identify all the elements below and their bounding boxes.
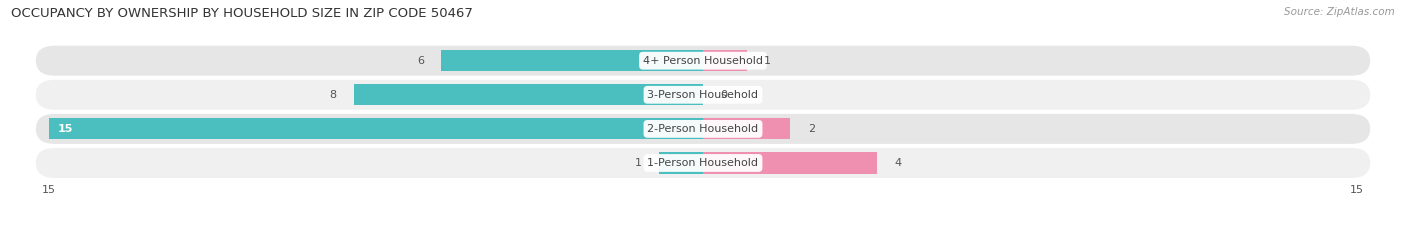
Text: 4+ Person Household: 4+ Person Household — [643, 56, 763, 66]
Bar — [703, 152, 877, 174]
Text: 1: 1 — [636, 158, 643, 168]
Bar — [354, 84, 703, 105]
Text: 0: 0 — [720, 90, 727, 100]
Legend: Owner-occupied, Renter-occupied: Owner-occupied, Renter-occupied — [579, 230, 827, 233]
Bar — [703, 118, 790, 140]
FancyBboxPatch shape — [37, 46, 1369, 76]
FancyBboxPatch shape — [37, 148, 1369, 178]
Text: Source: ZipAtlas.com: Source: ZipAtlas.com — [1284, 7, 1395, 17]
Text: 4: 4 — [894, 158, 903, 168]
Text: 8: 8 — [329, 90, 336, 100]
Bar — [703, 50, 747, 71]
Text: OCCUPANCY BY OWNERSHIP BY HOUSEHOLD SIZE IN ZIP CODE 50467: OCCUPANCY BY OWNERSHIP BY HOUSEHOLD SIZE… — [11, 7, 474, 20]
Text: 1-Person Household: 1-Person Household — [648, 158, 758, 168]
Text: 2: 2 — [807, 124, 814, 134]
Text: 6: 6 — [418, 56, 425, 66]
Text: 1: 1 — [763, 56, 770, 66]
Text: 15: 15 — [58, 124, 73, 134]
Bar — [441, 50, 703, 71]
Bar — [49, 118, 703, 140]
Text: 2-Person Household: 2-Person Household — [647, 124, 759, 134]
Text: 3-Person Household: 3-Person Household — [648, 90, 758, 100]
FancyBboxPatch shape — [37, 80, 1369, 110]
FancyBboxPatch shape — [37, 114, 1369, 144]
Bar — [659, 152, 703, 174]
